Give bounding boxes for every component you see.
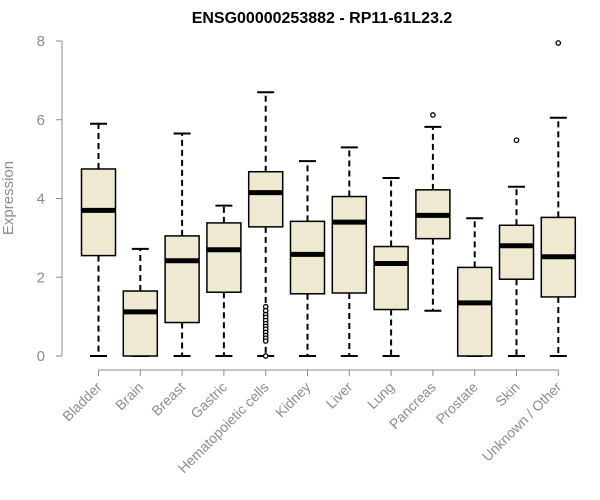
box-lung	[373, 177, 409, 357]
box-prostate	[456, 217, 493, 357]
x-tick-label: Prostate	[433, 379, 481, 427]
box-rect	[456, 266, 493, 357]
box-kidney	[289, 160, 326, 357]
box-bladder	[80, 122, 117, 357]
box-brain	[122, 247, 159, 357]
x-tick-label: Kidney	[272, 379, 314, 421]
box-rect	[206, 222, 242, 293]
y-tick-label: 4	[37, 191, 45, 208]
x-tick-label: Skin	[492, 379, 523, 410]
outlier-point	[262, 338, 269, 344]
y-tick-label: 8	[37, 33, 45, 50]
x-tick-label: Lung	[364, 379, 397, 412]
y-tick-label: 0	[37, 348, 45, 365]
box-rect	[164, 235, 200, 324]
box-gastric	[206, 204, 242, 357]
box-rect	[122, 290, 159, 357]
outlier-point	[262, 353, 269, 359]
chart-title: ENSG00000253882 - RP11-61L23.2	[192, 10, 453, 27]
x-tick-label: Breast	[148, 379, 188, 419]
boxes-group	[80, 40, 577, 359]
box-rect	[247, 170, 284, 228]
x-tick-label: Bladder	[59, 379, 105, 425]
box-skin	[498, 137, 535, 357]
outlier-point	[555, 40, 562, 46]
x-tick-label: Liver	[323, 379, 356, 412]
box-liver	[331, 146, 368, 357]
y-axis-label: Expression	[0, 161, 17, 235]
box-rect	[289, 220, 326, 295]
box-rect	[498, 224, 535, 280]
y-tick-label: 2	[37, 269, 45, 286]
outlier-point	[513, 137, 520, 144]
y-axis: 0 2 4 6 8	[37, 33, 63, 365]
box-unknown-other	[540, 40, 577, 357]
box-rect	[373, 245, 409, 311]
x-tick-label: Unknown / Other	[479, 379, 565, 465]
box-pancreas	[415, 112, 451, 312]
box-hematopoietic-cells	[247, 91, 284, 359]
box-rect	[331, 195, 368, 294]
box-breast	[164, 132, 200, 357]
outlier-point	[430, 112, 436, 118]
x-tick-label: Brain	[112, 379, 146, 413]
y-tick-label: 6	[37, 112, 45, 129]
